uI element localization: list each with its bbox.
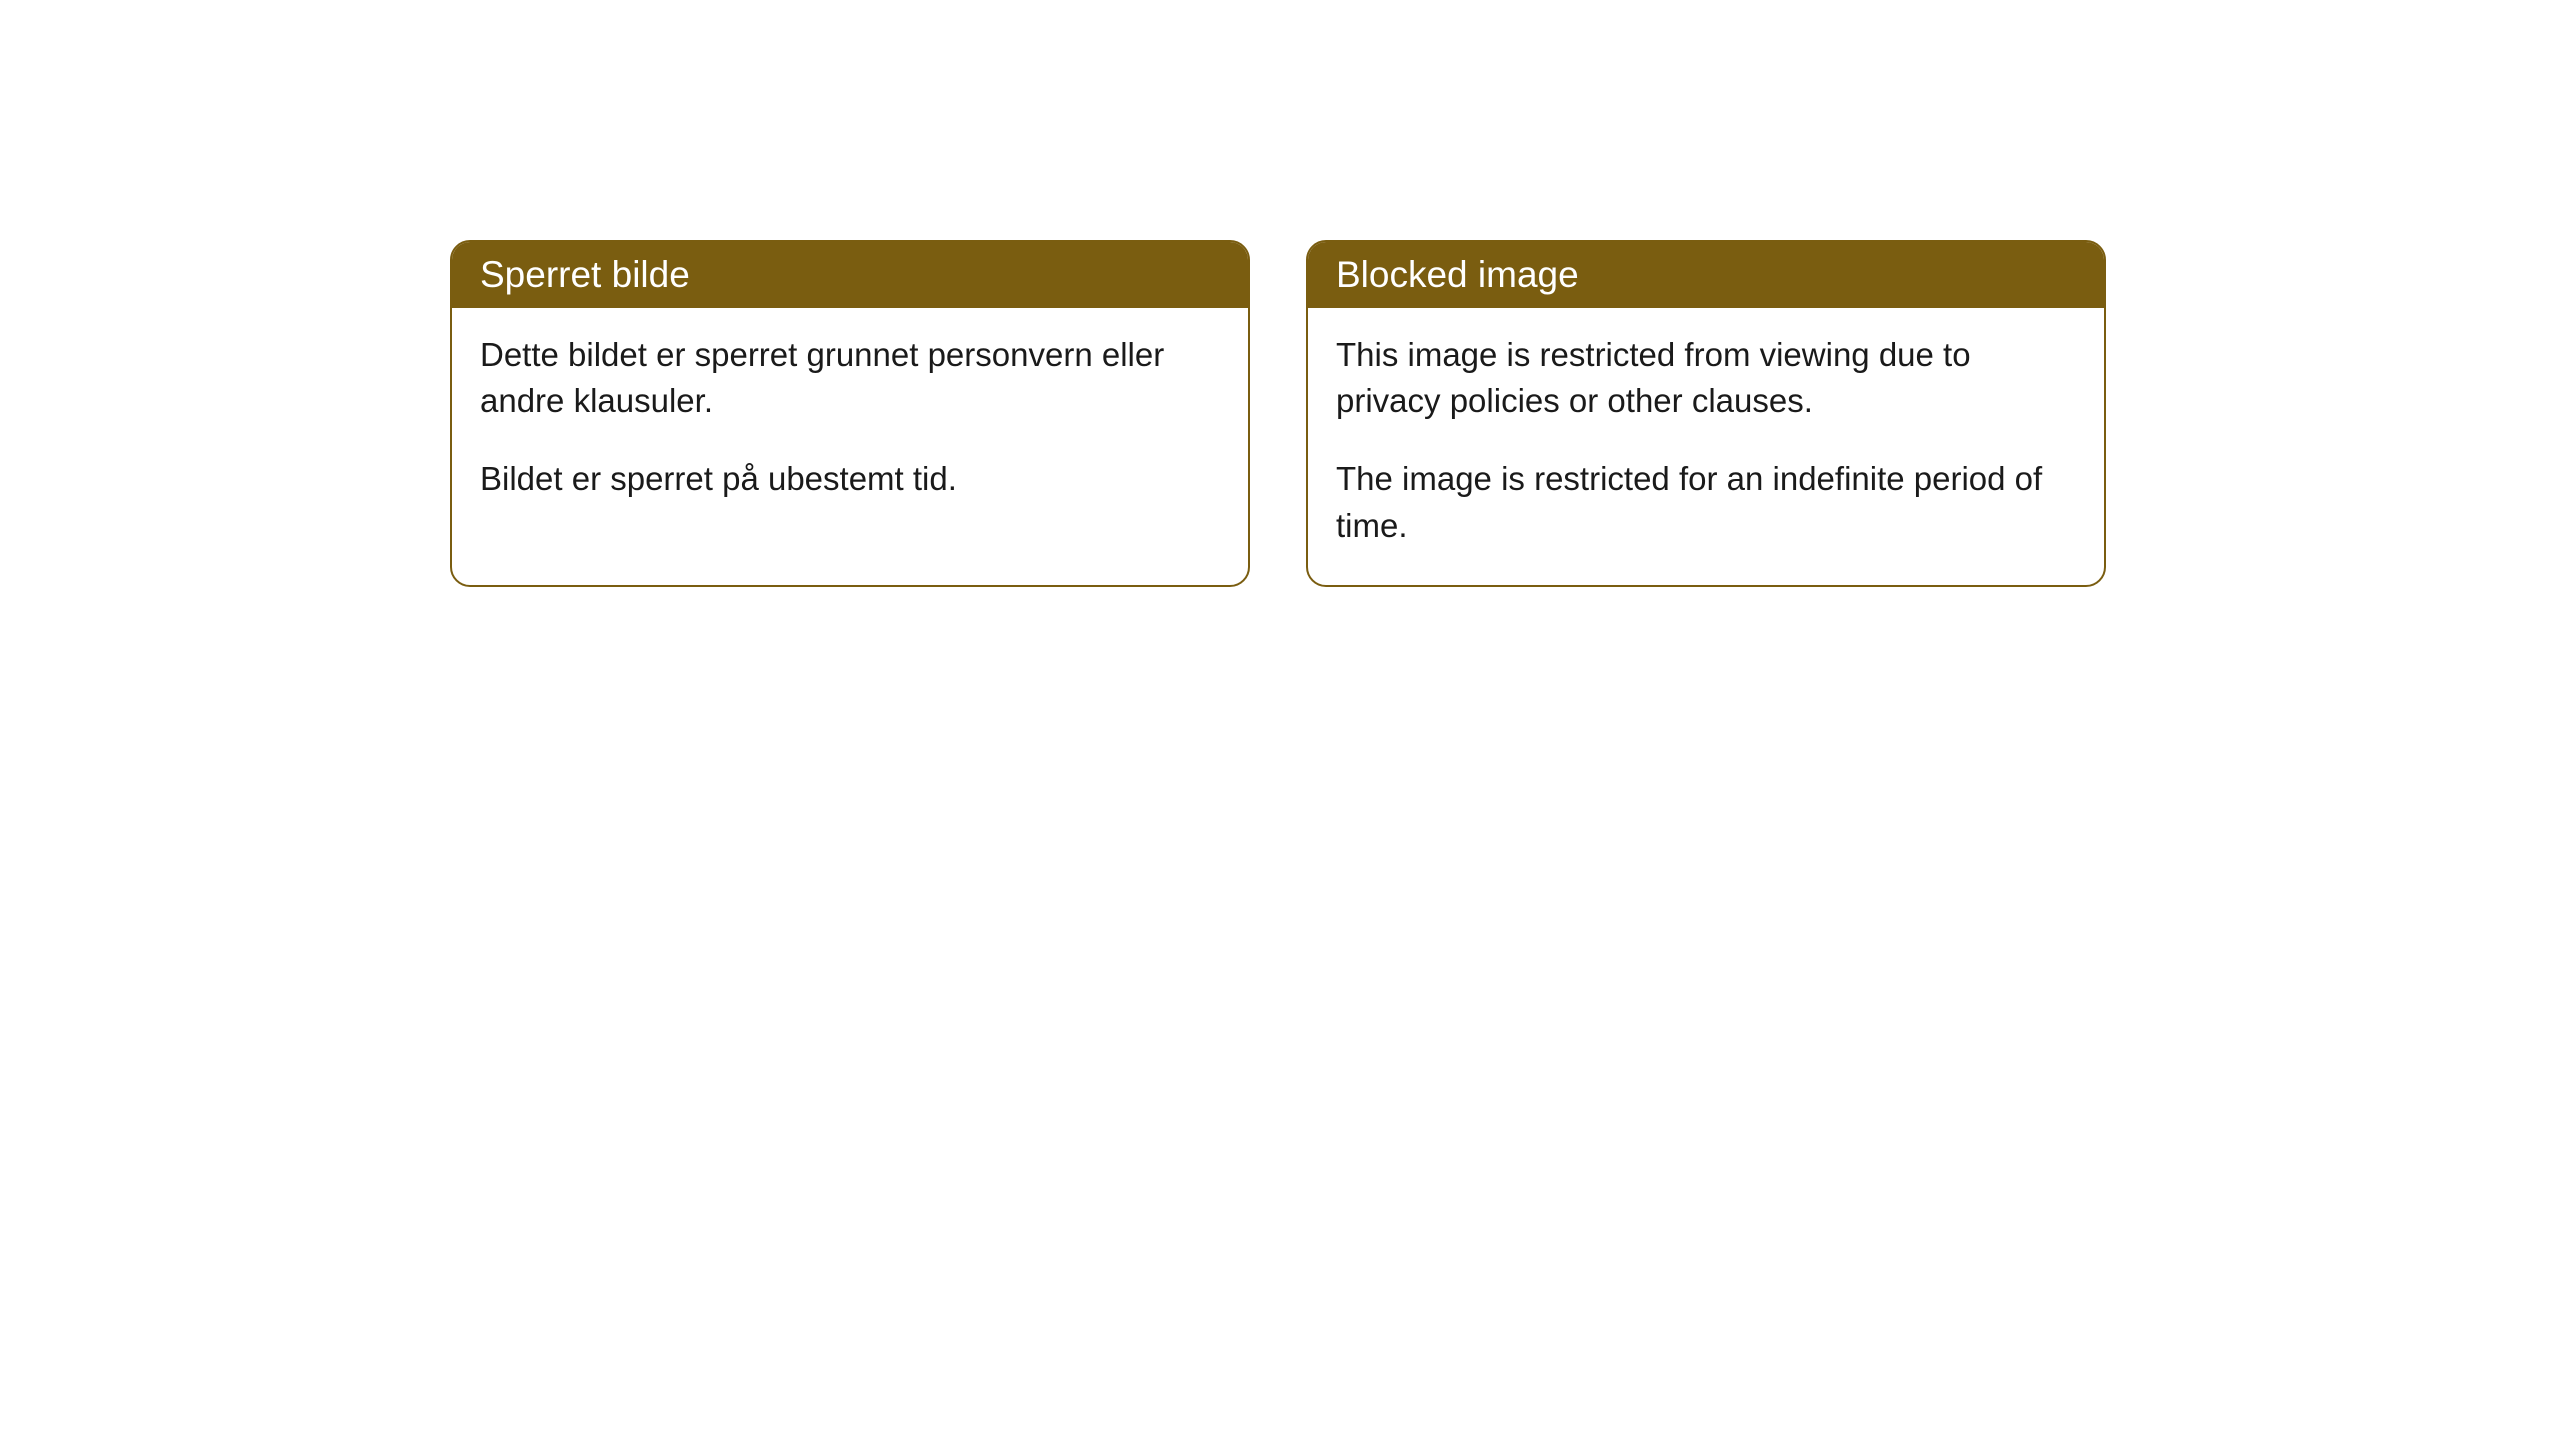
card-header: Blocked image [1308,242,2104,308]
notice-paragraph-1: Dette bildet er sperret grunnet personve… [480,332,1220,424]
notice-card-english: Blocked image This image is restricted f… [1306,240,2106,587]
card-title: Blocked image [1336,254,1579,295]
card-header: Sperret bilde [452,242,1248,308]
notice-card-norwegian: Sperret bilde Dette bildet er sperret gr… [450,240,1250,587]
notice-cards-container: Sperret bilde Dette bildet er sperret gr… [450,240,2106,587]
card-body: Dette bildet er sperret grunnet personve… [452,308,1248,539]
notice-paragraph-1: This image is restricted from viewing du… [1336,332,2076,424]
card-body: This image is restricted from viewing du… [1308,308,2104,585]
notice-paragraph-2: Bildet er sperret på ubestemt tid. [480,456,1220,502]
notice-paragraph-2: The image is restricted for an indefinit… [1336,456,2076,548]
card-title: Sperret bilde [480,254,690,295]
